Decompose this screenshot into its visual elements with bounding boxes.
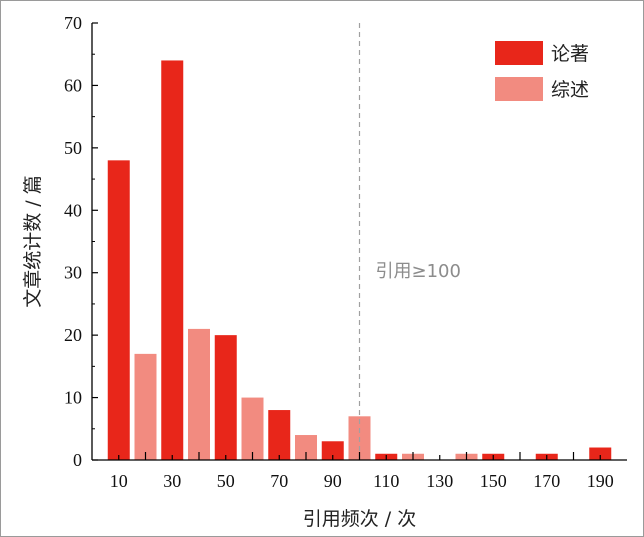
legend-label-research: 论著	[551, 43, 589, 65]
x-tick-label: 190	[587, 471, 614, 491]
y-axis-title: 文章统计数 / 篇	[22, 175, 44, 307]
x-tick-label: 10	[110, 471, 128, 491]
bar-research-10	[107, 160, 130, 461]
x-tick-label: 170	[533, 471, 560, 491]
y-tick-label: 30	[64, 263, 82, 283]
x-tick-label: 110	[373, 471, 399, 491]
x-tick-label: 30	[163, 471, 181, 491]
y-tick-label: 40	[64, 200, 82, 220]
bar-research-70	[268, 410, 291, 460]
bar-research-30	[161, 60, 184, 460]
y-tick-label: 70	[64, 13, 82, 33]
bar-review-20	[134, 353, 157, 460]
y-tick-label: 60	[64, 75, 82, 95]
bar-review-60	[241, 397, 264, 460]
x-tick-label: 130	[426, 471, 453, 491]
x-axis-title: 引用频次 / 次	[303, 508, 416, 530]
y-tick-label: 20	[64, 325, 82, 345]
axes: 0 10 20 30 40 50 60 70 10 30 50 70 90 110 130 150 170 190	[64, 13, 627, 491]
annotation-citations-over-100: 引用≥100	[376, 261, 461, 282]
x-tick-label: 70	[270, 471, 288, 491]
bar-research-50	[214, 335, 237, 460]
x-tick-label: 90	[324, 471, 342, 491]
x-tick-label: 50	[217, 471, 235, 491]
plot-area	[107, 23, 612, 461]
legend-swatch-review	[495, 77, 543, 101]
bar-review-40	[188, 328, 210, 460]
y-tick-label: 10	[64, 388, 82, 408]
x-tick-label: 150	[480, 471, 507, 491]
y-tick-label: 0	[73, 450, 82, 470]
legend-label-review: 综述	[551, 79, 589, 101]
bar-review-80	[295, 435, 317, 460]
legend-swatch-research	[495, 41, 543, 65]
bar-research-90	[321, 441, 344, 460]
y-tick-label: 50	[64, 138, 82, 158]
bar-research-190	[589, 447, 612, 460]
